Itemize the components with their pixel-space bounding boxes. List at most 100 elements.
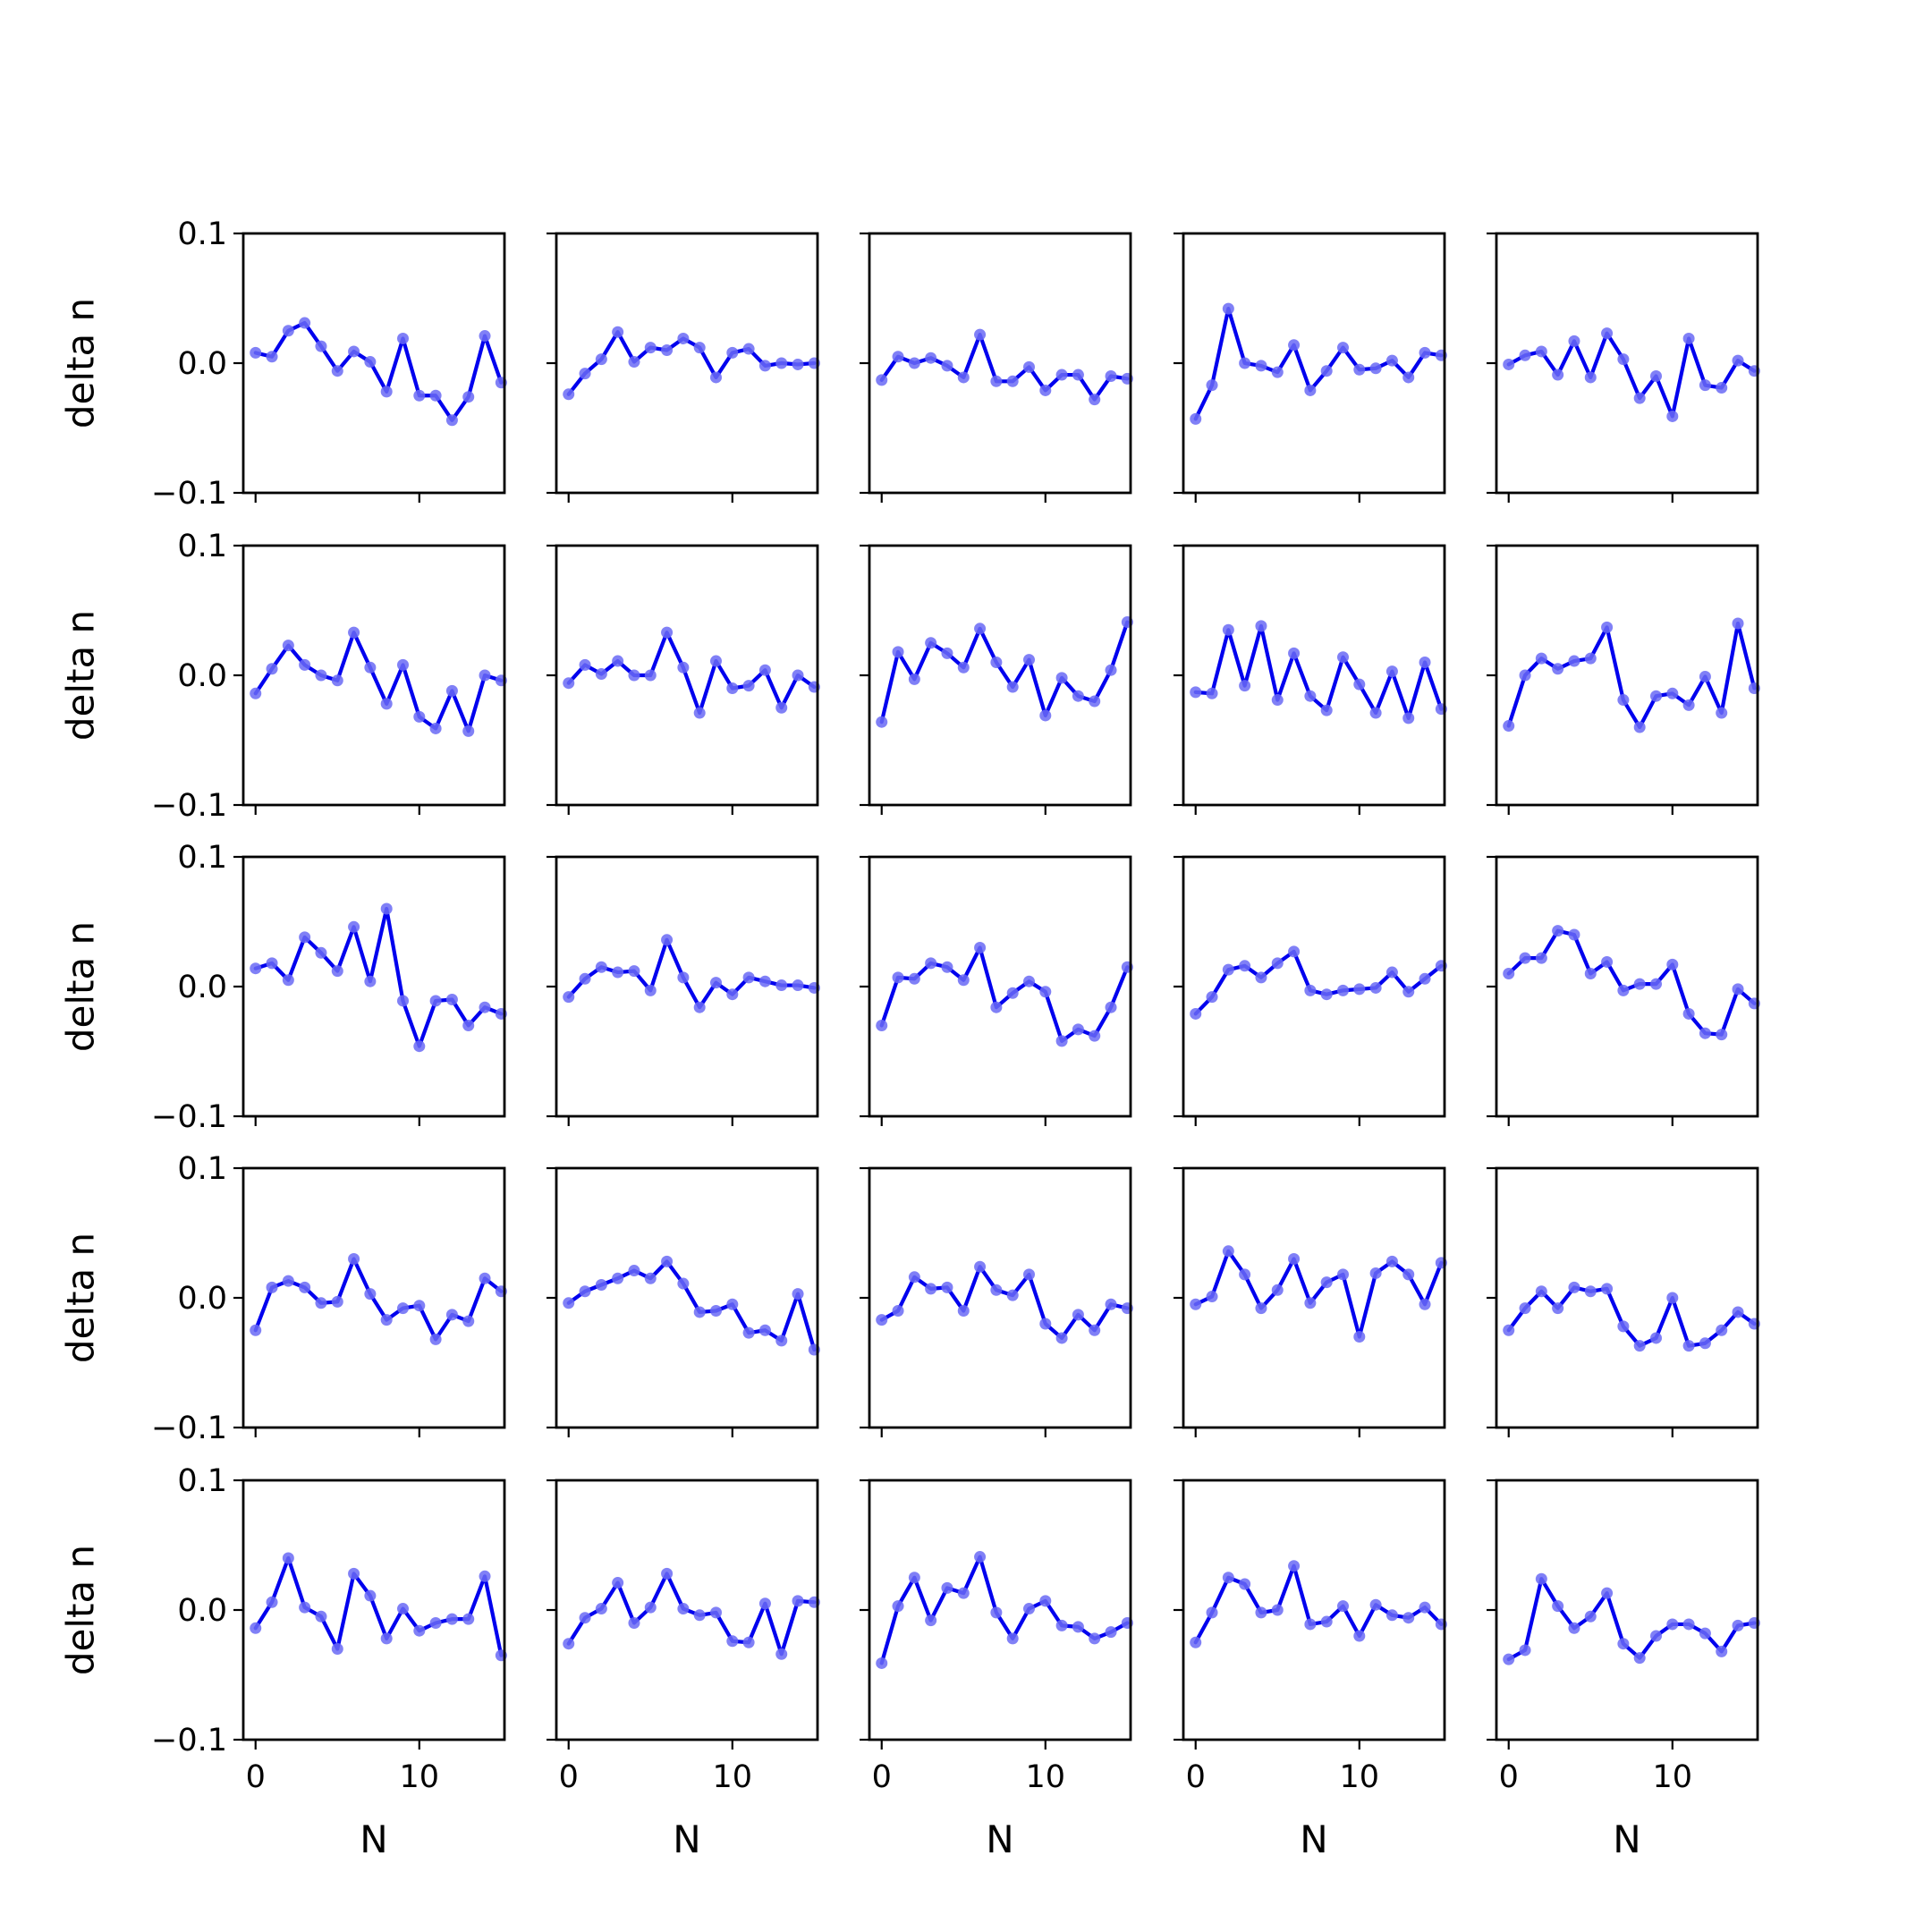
data-point xyxy=(1006,987,1019,999)
y-tick-label: 0.0 xyxy=(177,970,227,1005)
data-point xyxy=(299,931,311,944)
data-point xyxy=(1369,707,1382,719)
data-point xyxy=(1353,1331,1366,1343)
data-point xyxy=(266,1596,278,1608)
data-point xyxy=(413,389,426,402)
data-point xyxy=(1584,652,1597,665)
subplot-r1-c3 xyxy=(860,232,1133,503)
data-point xyxy=(710,655,722,667)
data-point xyxy=(1255,360,1267,372)
data-point xyxy=(974,942,987,953)
data-point xyxy=(563,991,575,1004)
subplot-r1-c2 xyxy=(547,232,820,503)
data-point xyxy=(1072,690,1084,702)
data-point xyxy=(413,1040,426,1053)
data-point xyxy=(1055,1035,1068,1047)
data-point xyxy=(1419,1601,1431,1614)
data-point xyxy=(1006,1632,1019,1645)
data-point xyxy=(1503,1324,1515,1336)
data-point xyxy=(331,965,343,978)
data-point xyxy=(1105,1298,1117,1310)
data-point xyxy=(1023,975,1035,987)
data-point xyxy=(479,669,491,682)
data-point xyxy=(925,637,937,649)
x-tick-label: 0 xyxy=(1186,1759,1206,1795)
data-point xyxy=(1320,1276,1333,1289)
data-point xyxy=(925,1283,937,1295)
data-point xyxy=(1732,983,1744,996)
data-point xyxy=(1190,1007,1202,1020)
data-point xyxy=(1519,349,1531,361)
data-point xyxy=(726,682,739,694)
series-line xyxy=(1506,1577,1757,1662)
data-point xyxy=(1239,357,1251,369)
data-point xyxy=(908,972,920,985)
data-point xyxy=(957,1305,970,1317)
data-point xyxy=(908,1271,920,1284)
data-point xyxy=(1055,1332,1068,1344)
data-point xyxy=(1353,983,1366,996)
data-point xyxy=(957,1587,970,1599)
data-point xyxy=(1288,1253,1301,1265)
series-line xyxy=(879,620,1130,724)
data-point xyxy=(1650,690,1662,702)
y-tick-label: 0.0 xyxy=(177,1281,227,1317)
series-line xyxy=(1193,623,1444,720)
data-point xyxy=(957,974,970,987)
data-point xyxy=(429,389,442,402)
data-point xyxy=(758,360,771,372)
data-point xyxy=(1206,687,1218,699)
data-point xyxy=(479,1272,491,1284)
data-point xyxy=(1239,1578,1251,1590)
data-point xyxy=(1716,707,1728,719)
data-point xyxy=(1601,621,1614,633)
data-point xyxy=(1584,1610,1597,1623)
y-axis-label: delta n xyxy=(59,610,103,741)
series-line xyxy=(566,937,817,1010)
data-point xyxy=(1568,928,1580,941)
data-point xyxy=(266,1281,278,1293)
data-point xyxy=(1271,957,1284,970)
data-point xyxy=(1650,1630,1662,1642)
subplot-r2-c5 xyxy=(1487,544,1760,815)
data-point xyxy=(644,1601,657,1614)
data-point xyxy=(990,657,1003,668)
data-point xyxy=(876,716,888,728)
data-point xyxy=(1369,1267,1382,1279)
data-point xyxy=(941,647,953,659)
data-point xyxy=(1089,394,1101,406)
axes-frame xyxy=(868,232,1132,495)
data-point xyxy=(299,1601,311,1614)
data-point xyxy=(315,1297,327,1309)
data-point xyxy=(1369,981,1382,994)
data-point xyxy=(397,1603,409,1615)
data-point xyxy=(1617,353,1630,366)
data-point xyxy=(579,1285,591,1298)
data-point xyxy=(1271,366,1284,378)
data-point xyxy=(876,1657,888,1669)
subplot-r2-c3 xyxy=(860,544,1133,815)
data-point xyxy=(413,1624,426,1637)
data-point xyxy=(1385,1255,1398,1267)
data-point xyxy=(677,971,690,984)
data-point xyxy=(1503,720,1515,733)
data-point xyxy=(1206,1606,1218,1619)
data-point xyxy=(479,330,491,343)
data-point xyxy=(1535,345,1547,358)
data-point xyxy=(892,1600,904,1613)
data-point xyxy=(693,1609,706,1622)
data-point xyxy=(1385,1609,1398,1622)
data-point xyxy=(445,684,458,697)
data-point xyxy=(726,988,739,1001)
data-point xyxy=(380,902,393,915)
subplot-r3-c3 xyxy=(860,855,1133,1126)
data-point xyxy=(1255,1302,1267,1315)
data-point xyxy=(758,1597,771,1610)
data-point xyxy=(445,414,458,427)
data-point xyxy=(1239,960,1251,972)
data-point xyxy=(429,1617,442,1629)
data-point xyxy=(742,1636,755,1648)
data-point xyxy=(941,1581,953,1594)
data-point xyxy=(282,325,294,337)
data-point xyxy=(1337,984,1349,996)
